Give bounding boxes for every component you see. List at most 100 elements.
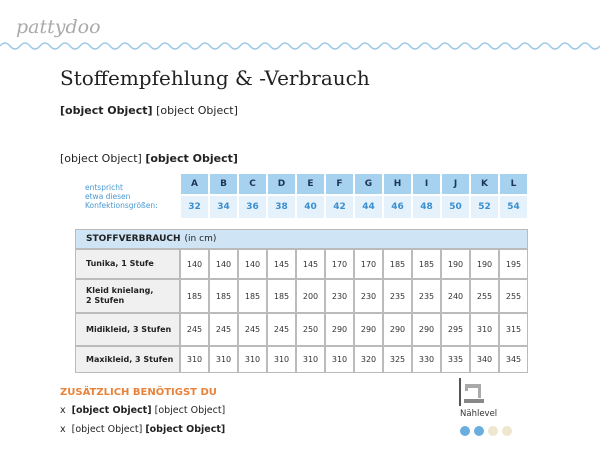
usage-value: 315 — [499, 313, 528, 346]
logo: pattydoo — [16, 16, 101, 38]
size-label: entspricht etwa diesen Konfektionsgrößen: — [85, 183, 177, 210]
usage-value: 250 — [296, 313, 325, 346]
usage-value: 185 — [209, 279, 238, 313]
extras-heading: ZUSÄTZLICH BENÖTIGST DU — [60, 387, 217, 398]
level-dot — [488, 426, 498, 436]
usage-value: 185 — [238, 279, 267, 313]
table-intro: [object Object] [object Object] — [60, 152, 560, 165]
usage-value: 185 — [383, 249, 412, 279]
size-letter: D — [267, 173, 296, 195]
usage-value: 245 — [180, 313, 209, 346]
size-letter: J — [441, 173, 470, 195]
row-label-line: Kleid knielang, — [86, 286, 154, 295]
usage-value: 330 — [412, 346, 441, 373]
size-label-line: entspricht — [85, 183, 123, 192]
description: [object Object] [object Object] — [60, 102, 550, 119]
usage-value: 245 — [267, 313, 296, 346]
size-value: 40 — [296, 195, 325, 219]
size-value: 38 — [267, 195, 296, 219]
row-label: Midikleid, 3 Stufen — [75, 313, 180, 346]
usage-header: STOFFVERBRAUCH (in cm) — [75, 229, 528, 249]
size-letter: H — [383, 173, 412, 195]
usage-value: 310 — [267, 346, 296, 373]
usage-value: 290 — [354, 313, 383, 346]
row-label: Tunika, 1 Stufe — [75, 249, 180, 279]
size-value: 50 — [441, 195, 470, 219]
size-label-line: etwa diesen — [85, 192, 131, 201]
usage-value: 145 — [296, 249, 325, 279]
usage-value: 190 — [441, 249, 470, 279]
row-label-line: 2 Stufen — [86, 296, 125, 305]
usage-value: 185 — [180, 279, 209, 313]
text-run: [object Object] — [60, 152, 142, 165]
sewing-level-dots — [460, 426, 540, 438]
level-dot — [502, 426, 512, 436]
usage-value: 310 — [325, 346, 354, 373]
usage-value: 290 — [383, 313, 412, 346]
size-value: 54 — [499, 195, 528, 219]
usage-value: 140 — [180, 249, 209, 279]
extras-item: x [object Object] [object Object] — [60, 424, 460, 435]
usage-value: 195 — [499, 249, 528, 279]
usage-value: 240 — [441, 279, 470, 313]
size-label-line: Konfektionsgrößen: — [85, 201, 158, 210]
usage-value: 310 — [470, 313, 499, 346]
usage-value: 320 — [354, 346, 383, 373]
sewing-level-label: Nählevel — [460, 409, 498, 419]
text-run: [object Object] — [71, 405, 152, 416]
usage-value: 145 — [267, 249, 296, 279]
usage-value: 310 — [180, 346, 209, 373]
sewing-machine-icon — [459, 378, 484, 406]
row-label: Kleid knielang, 2 Stufen — [75, 279, 180, 313]
level-dot — [474, 426, 484, 436]
usage-value: 185 — [267, 279, 296, 313]
extras-item: x [object Object] [object Object] — [60, 405, 460, 416]
usage-value: 325 — [383, 346, 412, 373]
usage-value: 230 — [354, 279, 383, 313]
usage-value: 255 — [470, 279, 499, 313]
usage-value: 310 — [209, 346, 238, 373]
item-marker: x — [60, 424, 66, 435]
usage-value: 290 — [325, 313, 354, 346]
usage-value: 185 — [412, 249, 441, 279]
size-letter: F — [325, 173, 354, 195]
text-run: [object Object] — [154, 405, 226, 416]
row-label-line: Tunika, 1 Stufe — [86, 259, 154, 268]
size-value: 32 — [180, 195, 209, 219]
usage-value: 310 — [296, 346, 325, 373]
size-letter: E — [296, 173, 325, 195]
size-letter: I — [412, 173, 441, 195]
text-run: [object Object] — [60, 104, 153, 117]
usage-value: 230 — [325, 279, 354, 313]
size-value: 52 — [470, 195, 499, 219]
wave-divider — [0, 42, 600, 50]
size-value: 34 — [209, 195, 238, 219]
size-value: 36 — [238, 195, 267, 219]
usage-value: 340 — [470, 346, 499, 373]
size-value: 42 — [325, 195, 354, 219]
usage-unit: (in cm) — [184, 234, 217, 244]
usage-value: 245 — [209, 313, 238, 346]
text-run: [object Object] — [145, 424, 226, 435]
usage-value: 335 — [441, 346, 470, 373]
usage-value: 170 — [325, 249, 354, 279]
size-letter: A — [180, 173, 209, 195]
text-run: [object Object] — [156, 104, 238, 117]
usage-title: STOFFVERBRAUCH — [86, 234, 181, 244]
usage-value: 200 — [296, 279, 325, 313]
usage-value: 295 — [441, 313, 470, 346]
size-value: 48 — [412, 195, 441, 219]
item-marker: x — [60, 405, 66, 416]
size-letter: K — [470, 173, 499, 195]
usage-value: 245 — [238, 313, 267, 346]
usage-value: 235 — [412, 279, 441, 313]
row-label-line: Midikleid, 3 Stufen — [86, 324, 172, 334]
usage-value: 290 — [412, 313, 441, 346]
level-dot — [460, 426, 470, 436]
size-letter: B — [209, 173, 238, 195]
usage-value: 310 — [238, 346, 267, 373]
size-letter: L — [499, 173, 528, 195]
extras-list: x [object Object] [object Object] x [objec… — [60, 405, 460, 443]
